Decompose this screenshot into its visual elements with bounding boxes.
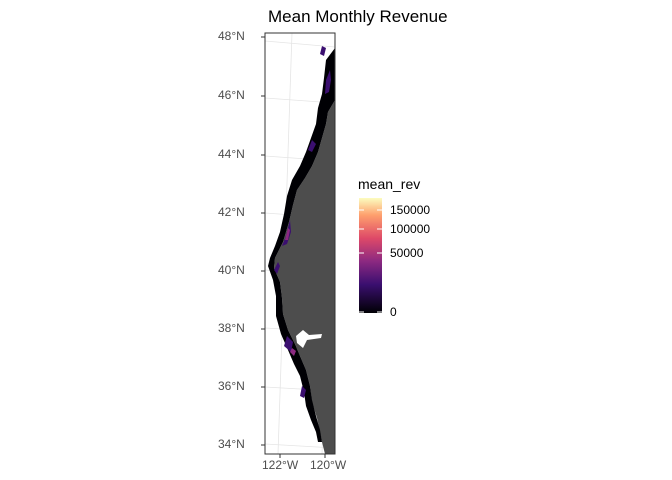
lat-label-38: 38°N bbox=[218, 321, 245, 335]
axis-ticks bbox=[261, 36, 326, 458]
lat-label-36: 36°N bbox=[218, 379, 245, 393]
legend-label-150000: 150000 bbox=[390, 203, 431, 217]
lat-label-34: 34°N bbox=[218, 437, 245, 451]
lat-label-46: 46°N bbox=[218, 88, 245, 102]
map-title: Mean Monthly Revenue bbox=[268, 7, 448, 26]
land-mass bbox=[274, 100, 335, 454]
lat-label-42: 42°N bbox=[218, 205, 245, 219]
lat-label-44: 44°N bbox=[218, 147, 245, 161]
lon-label-122: 122°W bbox=[262, 458, 299, 472]
panel-border bbox=[264, 32, 336, 455]
legend-ticks bbox=[359, 209, 382, 313]
lat-label-40: 40°N bbox=[218, 263, 245, 277]
revenue-raster bbox=[268, 46, 335, 442]
lon-label-120: 120°W bbox=[310, 458, 347, 472]
legend-title: mean_rev bbox=[358, 176, 421, 192]
legend-colorbar bbox=[359, 198, 382, 313]
legend-label-0: 0 bbox=[390, 305, 397, 319]
legend-label-100000: 100000 bbox=[390, 222, 431, 236]
legend-label-50000: 50000 bbox=[390, 246, 424, 260]
lat-label-48: 48°N bbox=[218, 29, 245, 43]
